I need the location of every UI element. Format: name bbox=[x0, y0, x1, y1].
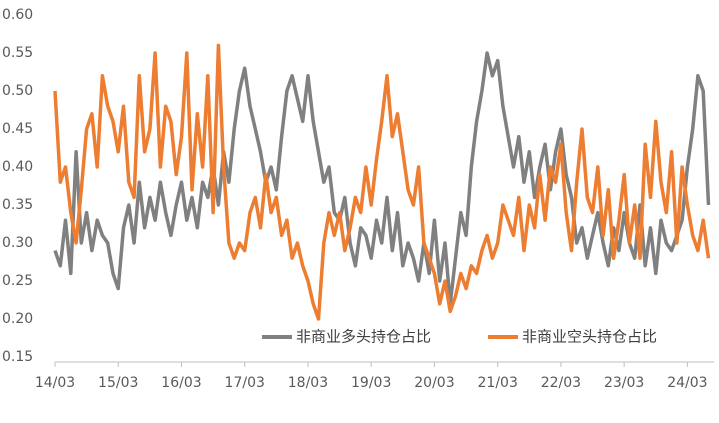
series-line bbox=[53, 51, 711, 306]
x-tick-label: 24/03 bbox=[667, 375, 707, 391]
y-tick-label: 0.20 bbox=[2, 311, 33, 327]
x-tick-label: 20/03 bbox=[414, 375, 454, 391]
x-tick-label: 16/03 bbox=[161, 375, 201, 391]
y-tick-label: 0.35 bbox=[2, 197, 33, 213]
y-tick-label: 0.55 bbox=[2, 45, 33, 61]
y-tick-label: 0.25 bbox=[2, 273, 33, 289]
x-tick-label: 17/03 bbox=[225, 375, 265, 391]
x-tick-label: 23/03 bbox=[604, 375, 644, 391]
y-tick-label: 0.40 bbox=[2, 159, 33, 175]
x-tick-label: 19/03 bbox=[351, 375, 391, 391]
y-tick-label: 0.30 bbox=[2, 235, 33, 251]
x-tick-label: 15/03 bbox=[98, 375, 138, 391]
y-tick-label: 0.60 bbox=[2, 7, 33, 23]
legend-label: 非商业多头持仓占比 bbox=[296, 328, 431, 346]
y-tick-label: 0.15 bbox=[2, 349, 33, 365]
x-tick-label: 21/03 bbox=[478, 375, 518, 391]
x-tick-label: 18/03 bbox=[288, 375, 328, 391]
y-tick-label: 0.45 bbox=[2, 121, 33, 137]
series-line bbox=[53, 43, 711, 321]
y-tick-label: 0.50 bbox=[2, 83, 33, 99]
x-tick-label: 22/03 bbox=[541, 375, 581, 391]
x-tick-label: 14/03 bbox=[35, 375, 75, 391]
legend-label: 非商业空头持仓占比 bbox=[522, 328, 657, 346]
